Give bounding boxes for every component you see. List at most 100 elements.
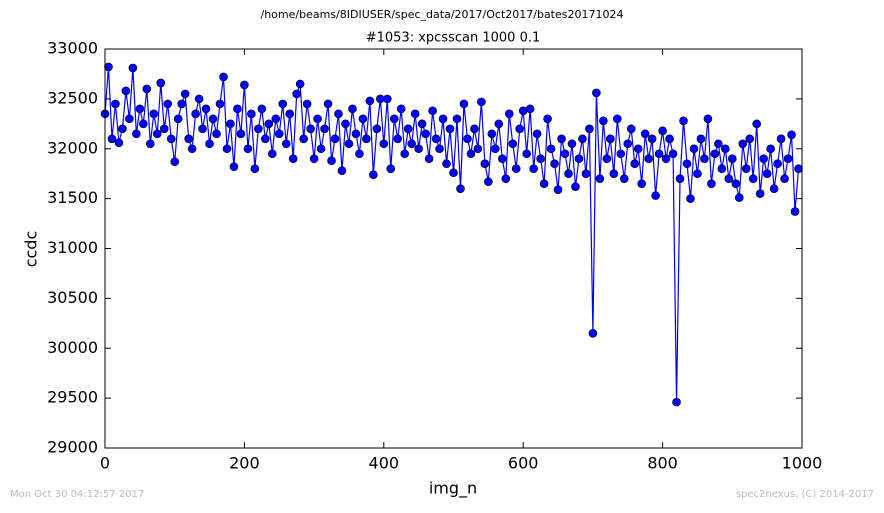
data-point	[612, 114, 622, 124]
data-point	[267, 149, 277, 159]
data-point	[508, 139, 518, 149]
y-tick-label: 31000	[47, 238, 98, 257]
data-point	[731, 179, 741, 188]
x-tick-label: 400	[369, 454, 400, 473]
data-point	[288, 154, 298, 164]
data-point	[417, 119, 427, 129]
data-point	[351, 129, 361, 139]
data-point	[159, 124, 169, 134]
data-point	[163, 99, 173, 109]
data-point	[139, 119, 148, 129]
data-point	[679, 116, 688, 126]
data-point	[355, 149, 364, 159]
y-tick-label: 32000	[47, 138, 98, 157]
data-point	[665, 134, 674, 144]
data-point	[254, 124, 263, 134]
data-point	[491, 144, 500, 154]
data-point	[344, 139, 354, 149]
data-point	[626, 124, 636, 134]
data-point	[571, 182, 580, 191]
data-point	[504, 109, 514, 119]
data-point	[128, 63, 138, 73]
data-point	[539, 179, 549, 188]
x-axis-label: img_n	[429, 479, 477, 499]
data-point	[557, 134, 566, 144]
data-point	[302, 99, 312, 109]
data-point	[769, 184, 779, 193]
data-point	[271, 114, 281, 124]
data-point	[717, 164, 727, 173]
data-point	[330, 134, 340, 144]
data-point	[477, 97, 486, 107]
data-point	[424, 154, 434, 164]
data-point	[407, 139, 416, 149]
data-point	[264, 119, 274, 129]
data-point	[337, 166, 347, 175]
data-point	[602, 154, 612, 164]
data-point	[661, 154, 671, 164]
data-point	[274, 129, 284, 139]
data-point	[515, 124, 525, 134]
data-point	[668, 149, 678, 159]
chart-title: #1053: xpcsscan 1000 0.1	[366, 31, 541, 46]
data-point	[219, 72, 228, 82]
data-point	[135, 104, 145, 114]
data-point	[741, 164, 751, 173]
data-point	[581, 169, 591, 178]
data-point	[382, 94, 392, 104]
data-point	[637, 179, 646, 188]
data-point	[721, 144, 730, 154]
y-tick-label: 32500	[47, 88, 98, 107]
data-point	[529, 164, 538, 173]
data-point	[762, 169, 772, 178]
data-point	[142, 84, 152, 94]
x-tick-label: 1000	[782, 454, 823, 473]
data-point	[341, 119, 350, 129]
data-point	[156, 78, 166, 88]
data-point	[595, 174, 605, 183]
data-point	[738, 139, 748, 149]
data-point	[480, 159, 490, 169]
data-point	[389, 114, 399, 124]
data-point	[759, 154, 768, 164]
data-point	[599, 116, 608, 126]
plot-frame	[104, 48, 803, 449]
data-point	[494, 119, 504, 129]
data-point	[170, 157, 179, 167]
data-point	[773, 159, 782, 169]
y-tick-label: 30000	[47, 338, 98, 357]
data-point	[546, 144, 556, 154]
data-point	[682, 159, 692, 169]
data-point	[442, 159, 451, 169]
data-point	[619, 174, 629, 183]
data-point	[543, 114, 552, 124]
data-point	[278, 99, 288, 109]
data-point	[309, 154, 319, 164]
data-point	[240, 80, 249, 90]
data-point	[693, 169, 702, 178]
data-point	[187, 144, 197, 154]
data-point	[487, 129, 497, 139]
data-point	[114, 138, 124, 148]
data-point	[118, 124, 127, 134]
data-point	[358, 114, 368, 124]
data-point	[606, 134, 615, 144]
data-point	[177, 99, 186, 109]
data-point	[236, 129, 246, 139]
data-point	[438, 114, 448, 124]
data-point	[191, 109, 200, 119]
data-point	[766, 144, 775, 154]
data-point	[107, 134, 117, 144]
data-point	[497, 154, 507, 164]
data-point	[212, 129, 221, 139]
data-point	[184, 134, 193, 144]
data-point	[640, 129, 650, 139]
data-point	[588, 328, 598, 338]
data-point	[243, 144, 253, 154]
data-point	[511, 164, 521, 173]
data-point	[553, 185, 563, 194]
data-point	[550, 159, 559, 169]
data-point	[644, 154, 653, 164]
data-point	[707, 179, 716, 188]
